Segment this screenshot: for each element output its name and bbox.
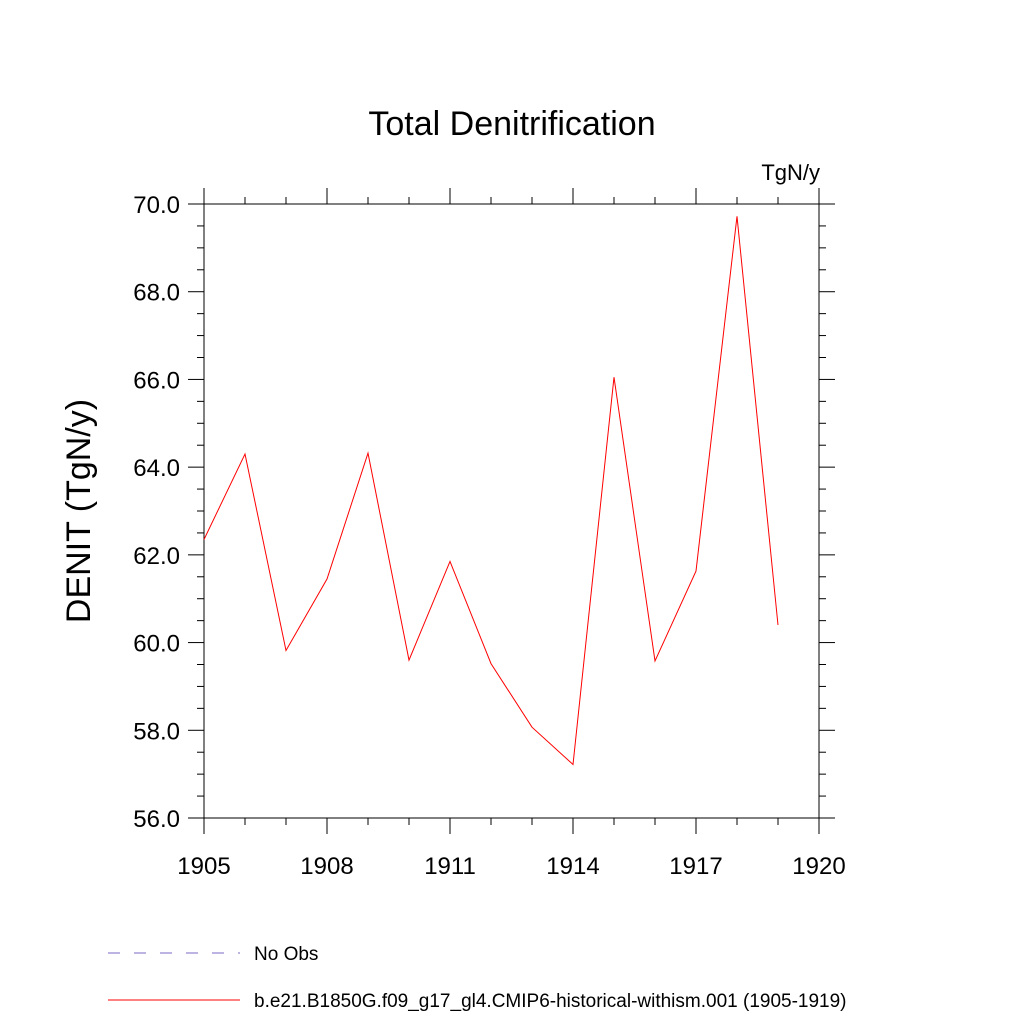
x-tick-label: 1920 [792,853,845,880]
y-tick-label: 64.0 [133,455,180,482]
x-tick-label: 1914 [546,853,599,880]
chart-title: Total Denitrification [368,105,655,143]
legend: No Obs b.e21.B1850G.f09_g17_gl4.CMIP6-his… [108,944,847,1012]
legend-label: b.e21.B1850G.f09_g17_gl4.CMIP6-historica… [254,991,847,1012]
y-tick-label: 66.0 [133,367,180,394]
y-tick-label: 62.0 [133,543,180,570]
series-line [203,216,779,766]
x-tick-label: 1917 [669,853,722,880]
units-label: TgN/y [761,160,820,185]
legend-label: No Obs [254,944,318,965]
axis-ticks [188,188,835,834]
x-tick-label: 1908 [300,853,353,880]
plot-frame [203,203,820,819]
tick-labels: 1905 1908 1911 1914 1917 1920 56.0 58.0 60.0 62.0… [133,192,845,880]
y-axis-label: DENIT (TgN/y) [60,399,98,623]
x-tick-label: 1911 [424,853,476,880]
y-tick-label: 56.0 [133,806,180,833]
y-tick-label: 68.0 [133,280,180,307]
y-tick-label: 58.0 [133,718,180,745]
y-tick-label: 60.0 [133,631,180,658]
series-layer [203,216,779,766]
y-tick-label: 70.0 [133,192,180,219]
x-tick-label: 1905 [177,853,230,880]
